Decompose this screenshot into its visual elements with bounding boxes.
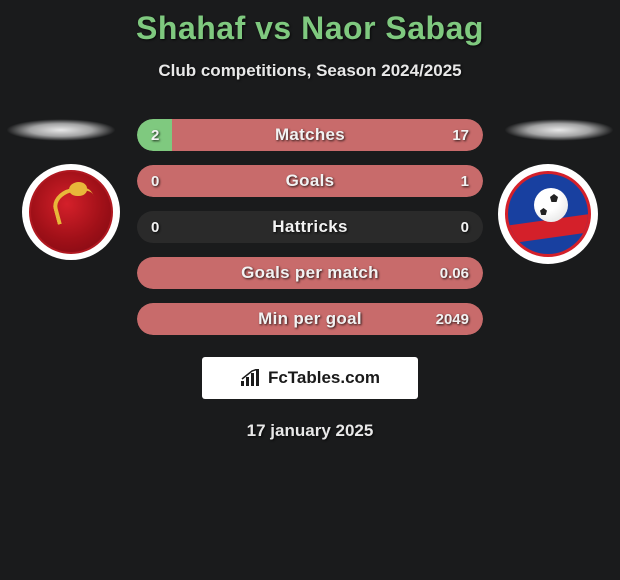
- stat-label: Goals per match: [137, 257, 483, 289]
- stat-value-left: 0: [151, 211, 159, 243]
- stat-row: Hattricks0 0: [137, 211, 483, 243]
- stat-rows: Matches217Goals01Hattricks00Goals per ma…: [137, 103, 483, 335]
- stat-value-right: 2049: [436, 303, 469, 335]
- stat-value-right: 1: [461, 165, 469, 197]
- date-line: 17 january 2025: [0, 421, 620, 441]
- club-crest-left: [22, 164, 120, 260]
- stat-value-left: 0: [151, 165, 159, 197]
- stat-value-right: 17: [452, 119, 469, 151]
- stat-label: Matches: [137, 119, 483, 151]
- stat-row: Goals0 1: [137, 165, 483, 197]
- shadow-left: [6, 119, 116, 141]
- stat-value-left: 2: [151, 119, 159, 151]
- stat-value-right: 0.06: [440, 257, 469, 289]
- stat-label: Hattricks: [137, 211, 483, 243]
- page-title: Shahaf vs Naor Sabag: [0, 0, 620, 47]
- chart-icon: [240, 369, 262, 387]
- stat-row: Min per goal2049: [137, 303, 483, 335]
- brand-label: FcTables.com: [268, 368, 380, 388]
- stat-row: Matches2 17: [137, 119, 483, 151]
- shadow-right: [504, 119, 614, 141]
- club-crest-right: [498, 164, 598, 264]
- subtitle: Club competitions, Season 2024/2025: [0, 61, 620, 81]
- stat-value-right: 0: [461, 211, 469, 243]
- stat-label: Goals: [137, 165, 483, 197]
- stat-row: Goals per match0.06: [137, 257, 483, 289]
- comparison-panel: Matches217Goals01Hattricks00Goals per ma…: [0, 103, 620, 335]
- stat-label: Min per goal: [137, 303, 483, 335]
- brand-box: FcTables.com: [202, 357, 418, 399]
